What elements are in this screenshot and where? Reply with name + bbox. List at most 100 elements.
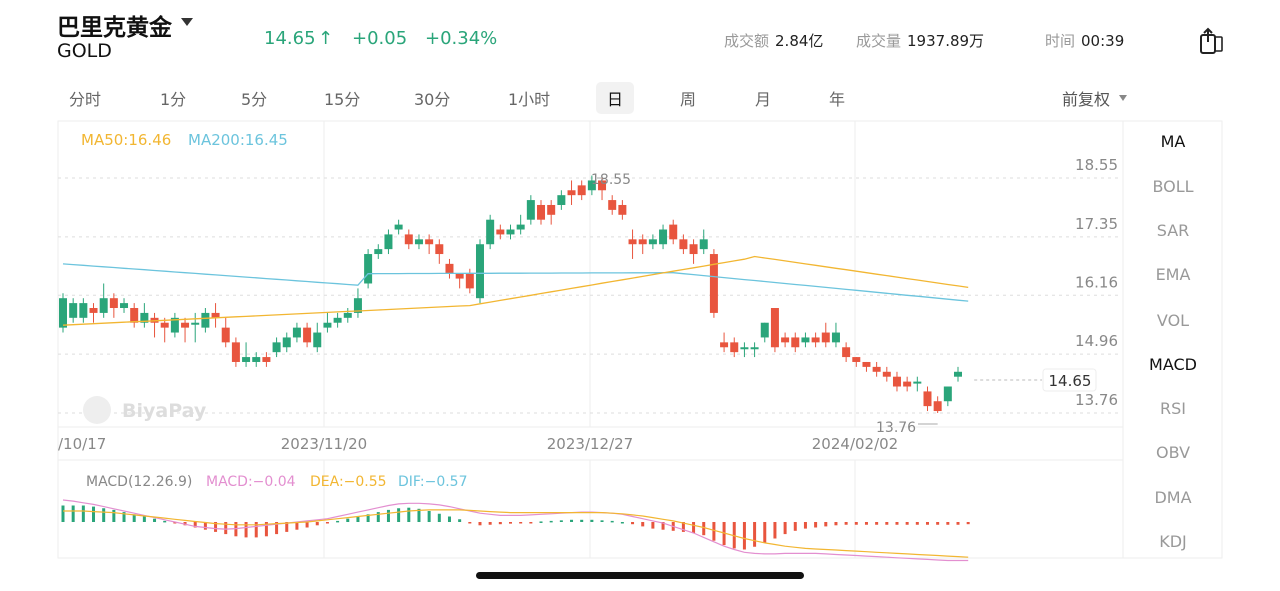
y-tick-label: 16.16 xyxy=(1075,273,1118,291)
candle-body xyxy=(709,254,718,313)
macd-bar xyxy=(753,522,757,547)
candle xyxy=(760,322,769,343)
macd-bar xyxy=(956,522,960,525)
tab-3[interactable]: 15分 xyxy=(324,90,361,109)
candle xyxy=(923,386,932,412)
max-label: 18.55 xyxy=(591,172,631,188)
macd-bar xyxy=(417,508,421,522)
candle xyxy=(181,317,190,343)
candle xyxy=(811,332,820,348)
caret-down-icon[interactable] xyxy=(1119,95,1127,101)
candle xyxy=(791,332,800,353)
x-tick-label: 2023/12/27 xyxy=(547,435,633,453)
indicator-macd[interactable]: MACD xyxy=(1149,355,1197,374)
macd-bar xyxy=(61,505,65,522)
macd-bar xyxy=(173,522,177,524)
indicator-sar[interactable]: SAR xyxy=(1156,221,1190,240)
candle-body xyxy=(831,332,840,343)
stock-name[interactable]: 巴里克黄金 xyxy=(57,15,172,41)
candle-body xyxy=(170,317,179,333)
macd-bar xyxy=(529,522,533,524)
dif-line xyxy=(62,499,969,562)
up-arrow-icon: ↑ xyxy=(318,28,334,49)
candle-body xyxy=(404,234,413,245)
macd-bar xyxy=(773,522,777,539)
candle-body xyxy=(954,371,962,377)
stat-time-value: 00:39 xyxy=(1081,32,1125,50)
candle-body xyxy=(333,317,342,323)
last-price-label: 14.65 xyxy=(1049,372,1092,390)
indicator-ema[interactable]: EMA xyxy=(1155,265,1191,284)
indicator-boll[interactable]: BOLL xyxy=(1152,177,1194,196)
watermark: BiyaPay xyxy=(122,400,207,422)
stat-volume-value: 1937.89万 xyxy=(907,32,985,50)
macd-bar xyxy=(366,514,370,522)
macd-bar xyxy=(203,522,207,530)
candle-body xyxy=(262,357,271,362)
macd-bar xyxy=(315,522,319,526)
macd-bar xyxy=(244,522,248,538)
adjust-dropdown[interactable]: 前复权 xyxy=(1062,90,1111,109)
candle-body xyxy=(191,322,200,325)
candle xyxy=(608,195,617,215)
x-tick-label: 2023/11/20 xyxy=(281,435,367,453)
macd-bar xyxy=(122,512,126,522)
candle-body xyxy=(821,332,830,343)
tab-9[interactable]: 年 xyxy=(829,90,846,109)
candle xyxy=(954,366,962,382)
y-tick-label: 17.35 xyxy=(1075,215,1118,233)
stat-volume-label: 成交量 xyxy=(856,32,902,50)
tab-6[interactable]: 日 xyxy=(596,82,635,114)
stat-volume: 成交量 1937.89万 xyxy=(856,30,984,51)
candle-body xyxy=(231,342,240,362)
candle xyxy=(730,337,739,358)
candle xyxy=(211,303,220,328)
macd-bar xyxy=(854,522,858,525)
indicator-obv[interactable]: OBV xyxy=(1155,443,1191,462)
candle-body xyxy=(486,219,495,245)
macd-bar xyxy=(254,522,258,538)
tab-7[interactable]: 周 xyxy=(680,90,697,109)
candle xyxy=(679,234,688,255)
tab-8[interactable]: 月 xyxy=(755,90,772,109)
macd-bar xyxy=(600,520,604,522)
last-price: 14.65 xyxy=(264,28,316,49)
candle xyxy=(486,214,495,250)
chart-frame xyxy=(57,120,1223,559)
candle-body xyxy=(892,376,901,387)
candle xyxy=(842,342,851,362)
macd-bar xyxy=(549,520,553,523)
indicator-ma[interactable]: MA xyxy=(1160,132,1186,151)
candle xyxy=(933,396,942,413)
macd-bar xyxy=(325,522,329,524)
candle-body xyxy=(791,337,800,348)
indicator-dma[interactable]: DMA xyxy=(1154,488,1192,507)
indicator-rsi[interactable]: RSI xyxy=(1160,399,1186,418)
macd-bar xyxy=(844,522,848,525)
macd-bar xyxy=(386,509,390,522)
indicator-vol[interactable]: VOL xyxy=(1156,311,1190,330)
macd-bar xyxy=(356,516,360,522)
tab-2[interactable]: 5分 xyxy=(241,90,268,109)
candle xyxy=(567,180,576,205)
candle xyxy=(445,258,454,279)
tab-4[interactable]: 30分 xyxy=(414,90,451,109)
stock-symbol: GOLD xyxy=(57,40,112,62)
share-icon[interactable] xyxy=(1198,26,1226,56)
dea-value: DEA:−0.55 xyxy=(310,474,387,490)
indicator-kdj[interactable]: KDJ xyxy=(1159,532,1187,551)
candle xyxy=(598,178,607,201)
tab-5[interactable]: 1小时 xyxy=(508,90,551,109)
tab-1[interactable]: 1分 xyxy=(160,90,187,109)
macd-bar xyxy=(112,509,116,522)
caret-down-icon[interactable] xyxy=(181,18,193,26)
ma50-line xyxy=(62,255,969,326)
macd-bar xyxy=(376,512,380,522)
candle-body xyxy=(79,303,88,318)
y-tick-label: 18.55 xyxy=(1075,156,1118,174)
home-indicator xyxy=(476,572,804,579)
macd-bar xyxy=(559,520,563,522)
candle xyxy=(59,293,67,333)
tab-0[interactable]: 分时 xyxy=(69,90,102,109)
